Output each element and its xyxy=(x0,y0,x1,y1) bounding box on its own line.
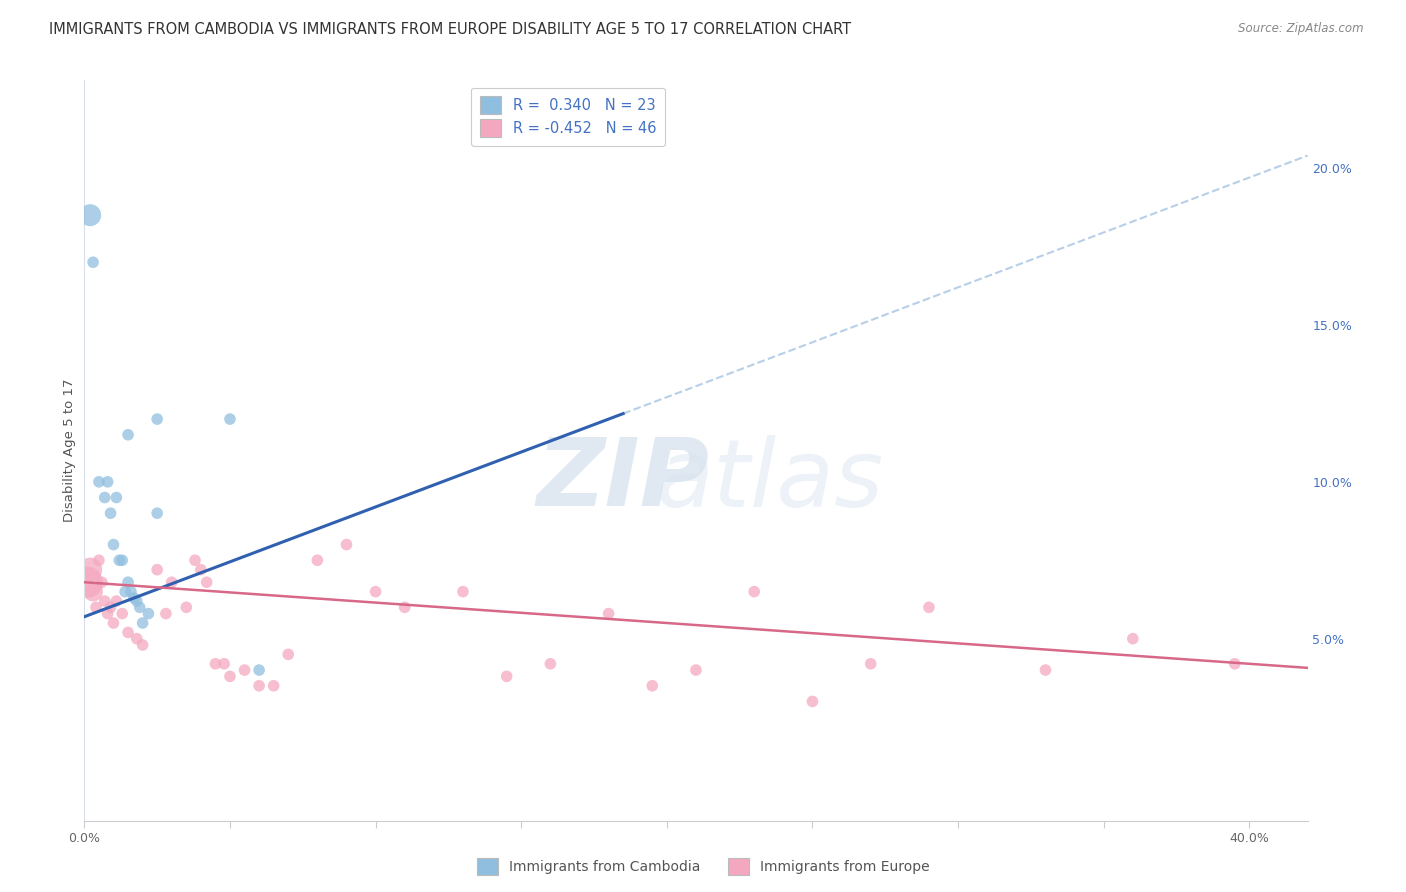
Point xyxy=(105,594,128,608)
Point xyxy=(859,657,882,671)
Point xyxy=(146,563,169,577)
Point xyxy=(247,679,270,693)
Point xyxy=(103,615,125,630)
Point xyxy=(97,475,120,489)
Point xyxy=(128,600,150,615)
Point xyxy=(685,663,707,677)
Point xyxy=(120,584,142,599)
Point xyxy=(146,412,169,426)
Point xyxy=(277,648,299,662)
Point xyxy=(100,600,122,615)
Text: atlas: atlas xyxy=(655,434,883,525)
Point xyxy=(114,584,136,599)
Point xyxy=(108,553,131,567)
Point xyxy=(538,657,561,671)
Point xyxy=(1122,632,1144,646)
Point xyxy=(219,412,242,426)
Point xyxy=(233,663,256,677)
Point xyxy=(190,563,212,577)
Point xyxy=(174,600,197,615)
Point xyxy=(117,427,139,442)
Point xyxy=(247,663,270,677)
Legend: R =  0.340   N = 23, R = -0.452   N = 46: R = 0.340 N = 23, R = -0.452 N = 46 xyxy=(471,87,665,145)
Point xyxy=(263,679,285,693)
Text: ZIP: ZIP xyxy=(536,434,709,526)
Point xyxy=(117,625,139,640)
Point xyxy=(82,255,104,269)
Point xyxy=(742,584,765,599)
Point xyxy=(160,575,183,590)
Point xyxy=(451,584,474,599)
Point xyxy=(100,506,122,520)
Point xyxy=(204,657,226,671)
Point xyxy=(1035,663,1057,677)
Point xyxy=(394,600,416,615)
Point xyxy=(87,475,110,489)
Point xyxy=(801,694,824,708)
Point xyxy=(82,584,104,599)
Point xyxy=(364,584,387,599)
Point xyxy=(1223,657,1246,671)
Point xyxy=(131,638,153,652)
Text: Source: ZipAtlas.com: Source: ZipAtlas.com xyxy=(1239,22,1364,36)
Point xyxy=(90,575,112,590)
Point xyxy=(125,594,148,608)
Point xyxy=(918,600,941,615)
Point xyxy=(84,600,107,615)
Point xyxy=(641,679,664,693)
Y-axis label: Disability Age 5 to 17: Disability Age 5 to 17 xyxy=(63,379,76,522)
Point xyxy=(79,208,101,222)
Point xyxy=(495,669,517,683)
Legend: Immigrants from Cambodia, Immigrants from Europe: Immigrants from Cambodia, Immigrants fro… xyxy=(471,853,935,880)
Point xyxy=(93,594,115,608)
Point xyxy=(155,607,177,621)
Point xyxy=(111,607,134,621)
Text: IMMIGRANTS FROM CAMBODIA VS IMMIGRANTS FROM EUROPE DISABILITY AGE 5 TO 17 CORREL: IMMIGRANTS FROM CAMBODIA VS IMMIGRANTS F… xyxy=(49,22,852,37)
Point xyxy=(97,607,120,621)
Point xyxy=(335,538,357,552)
Point xyxy=(131,615,153,630)
Point xyxy=(76,575,98,590)
Point xyxy=(117,575,139,590)
Point xyxy=(598,607,620,621)
Point xyxy=(212,657,235,671)
Point xyxy=(219,669,242,683)
Point xyxy=(195,575,218,590)
Point xyxy=(146,506,169,520)
Point xyxy=(138,607,160,621)
Point xyxy=(103,538,125,552)
Point xyxy=(125,632,148,646)
Point xyxy=(122,591,145,605)
Point xyxy=(111,553,134,567)
Point xyxy=(105,491,128,505)
Point xyxy=(87,553,110,567)
Point xyxy=(307,553,329,567)
Point xyxy=(93,491,115,505)
Point xyxy=(184,553,207,567)
Point xyxy=(79,563,101,577)
